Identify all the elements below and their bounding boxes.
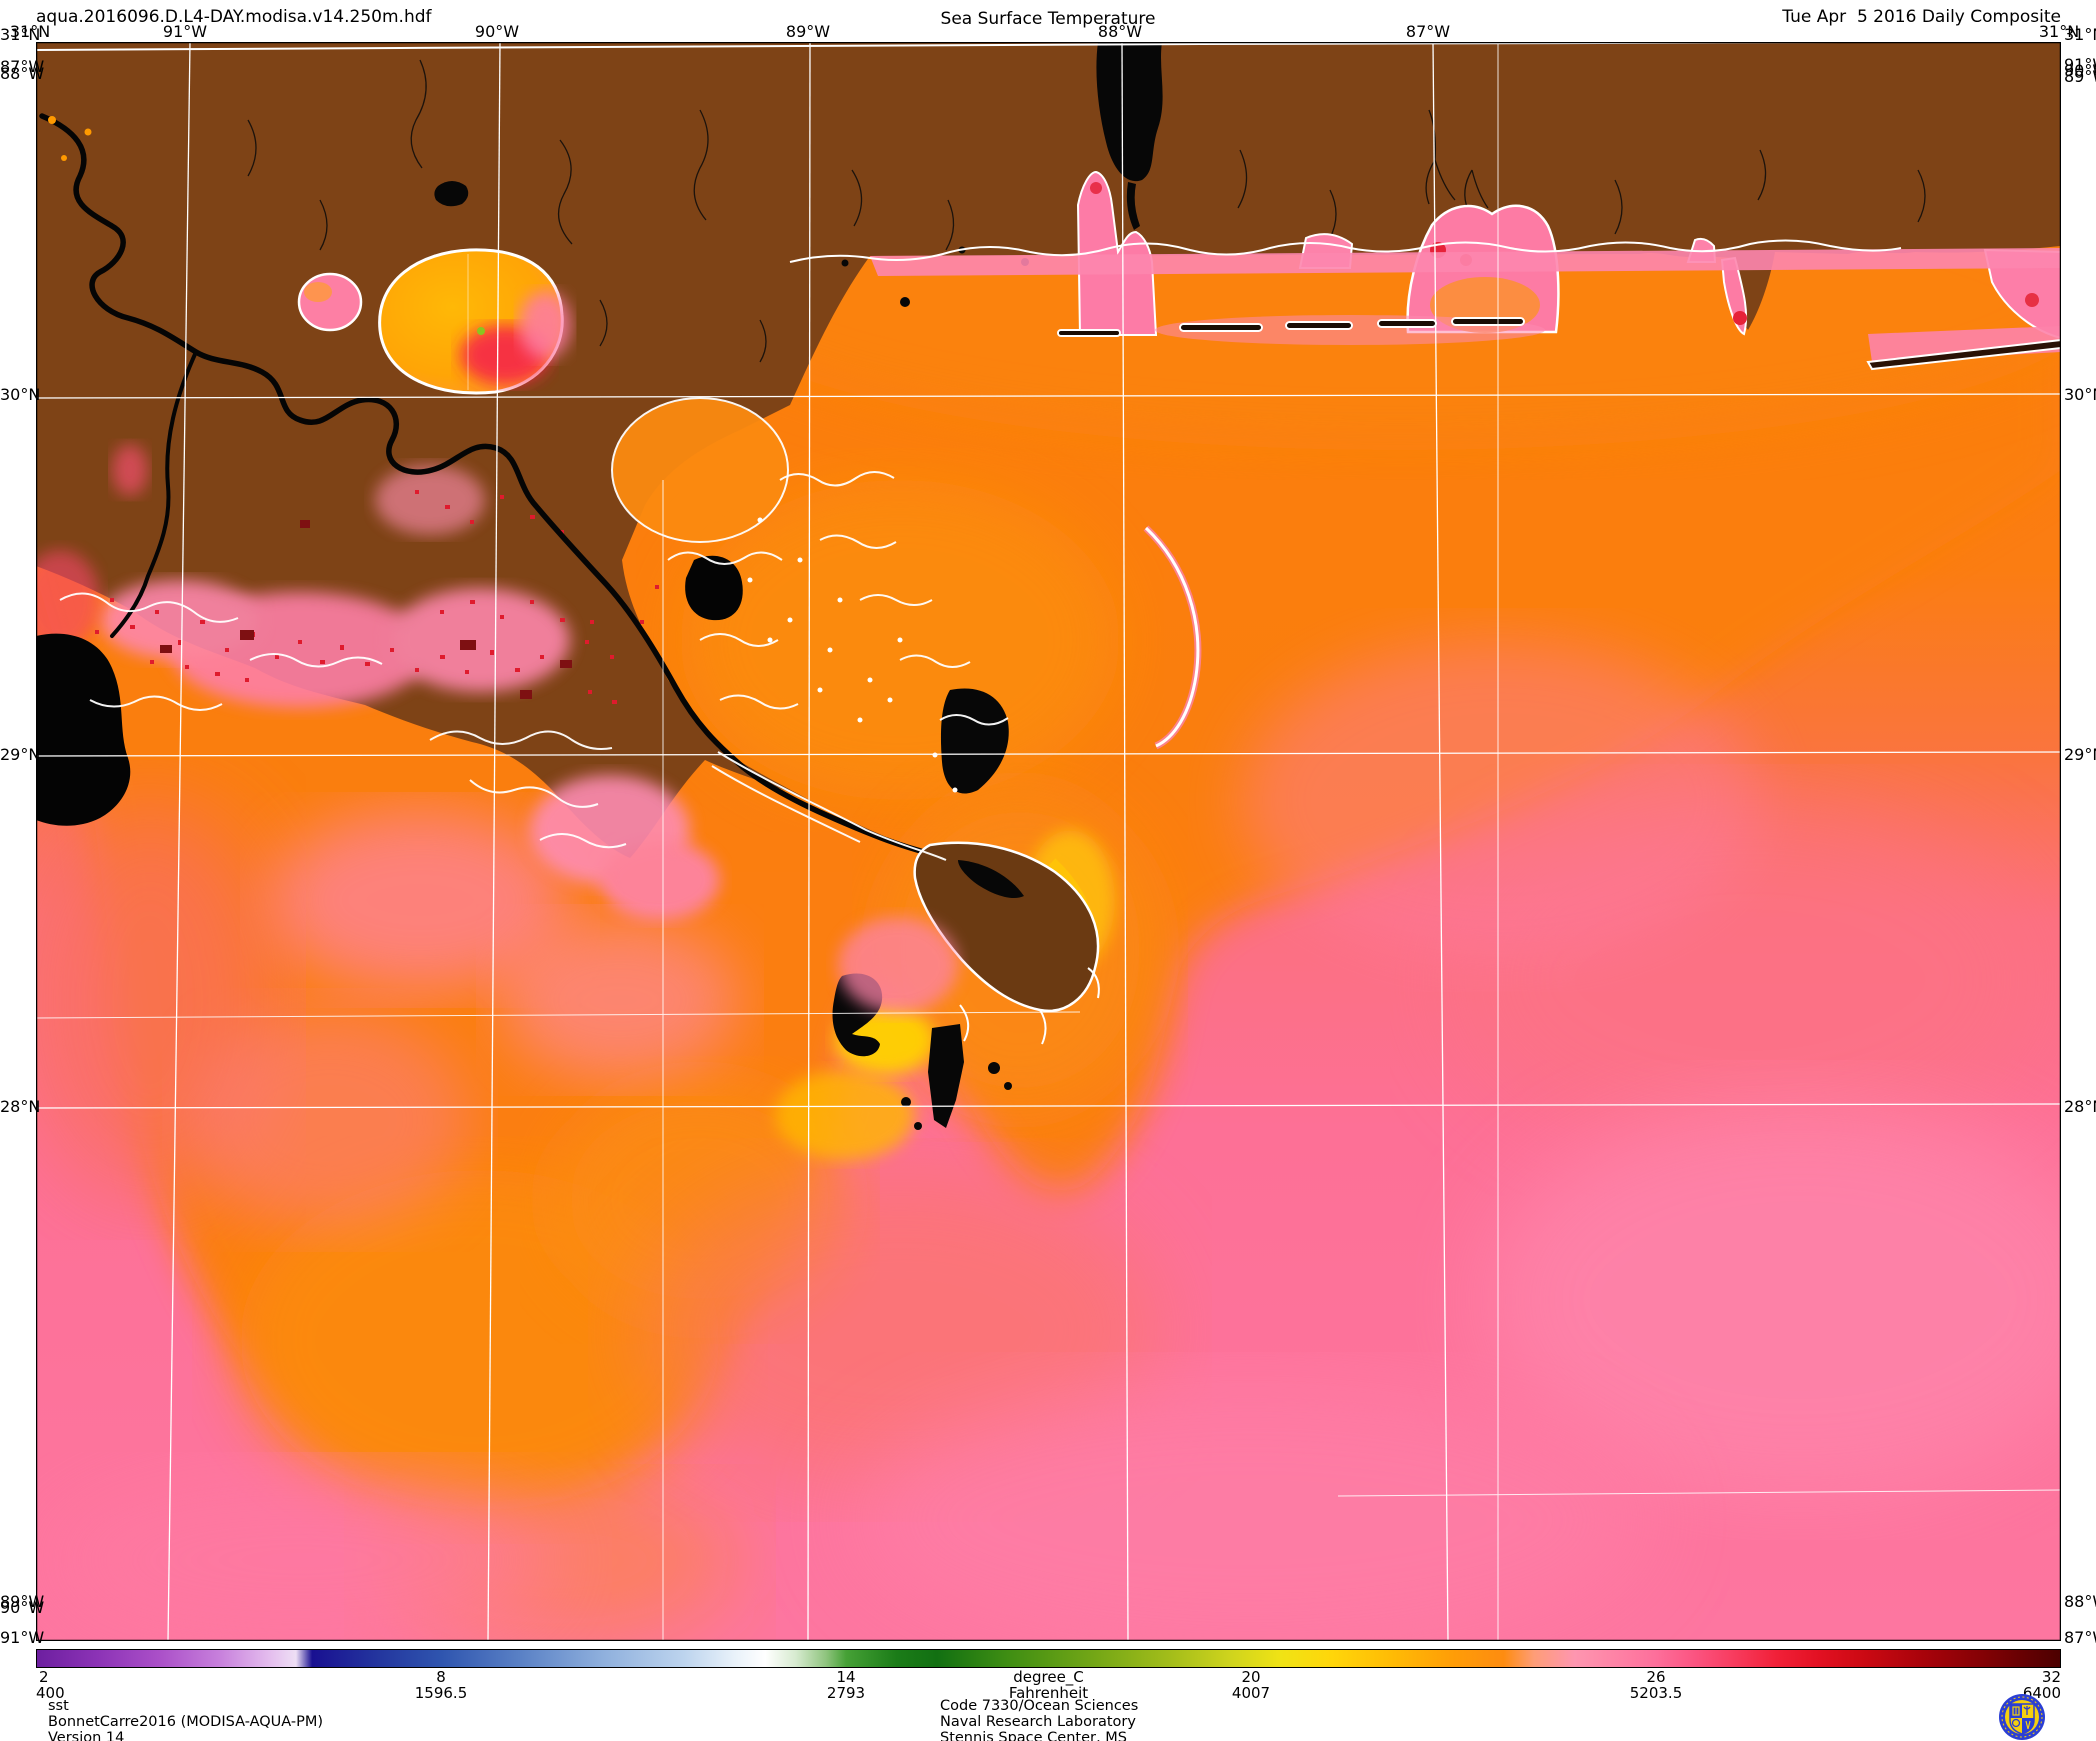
axis-left-90w: 90°W bbox=[0, 1598, 45, 1617]
bird-foot-delta bbox=[832, 688, 1100, 1130]
tick-c-14: 14 bbox=[836, 1668, 856, 1686]
marsh-shorelines bbox=[59, 471, 1009, 861]
marsh-lagoons bbox=[36, 444, 720, 920]
mississippi-river bbox=[39, 113, 947, 861]
graticule bbox=[36, 42, 2061, 1641]
header-filename: aqua.2016096.D.L4-DAY.modisa.v14.250m.hd… bbox=[36, 7, 432, 27]
axis-top-88w: 88°W bbox=[1097, 22, 1143, 41]
lake-borgne bbox=[611, 397, 789, 543]
credit-code: Code 7330/Ocean Sciences bbox=[940, 1698, 1139, 1714]
colorbar-unit-celsius: degree_C bbox=[1013, 1668, 1084, 1686]
colorbar-unit-fahrenheit: Fahrenheit bbox=[1008, 1684, 1089, 1702]
axis-right-90w: 90°W bbox=[2064, 61, 2096, 80]
marsh-speckle bbox=[95, 490, 659, 704]
axis-left-29n: 29°N bbox=[0, 745, 41, 764]
axis-top-91w: 91°W bbox=[162, 22, 208, 41]
tick-c-8: 8 bbox=[436, 1668, 446, 1686]
bay-east bbox=[1720, 256, 1748, 336]
credit-center: Stennis Space Center, MS bbox=[940, 1730, 1127, 1741]
tick-f-2793: 2793 bbox=[826, 1684, 866, 1702]
page-title: Sea Surface Temperature bbox=[940, 9, 1156, 29]
axis-top-87w: 87°W bbox=[1405, 22, 1451, 41]
barrier-spit-east bbox=[1866, 326, 2061, 371]
axis-left-91w: 91°W bbox=[0, 1628, 45, 1647]
tick-f-5203: 5203.5 bbox=[1629, 1684, 1683, 1702]
colorbar-celsius-row: 2 8 14 degree_C 20 26 32 bbox=[36, 1668, 2061, 1686]
axis-right-88w: 88°W bbox=[2064, 1592, 2096, 1611]
sst-map bbox=[36, 42, 2061, 1641]
nrl-logo bbox=[1999, 1694, 2045, 1740]
axis-left-31n: 31°N bbox=[0, 25, 41, 44]
coastline-top bbox=[789, 239, 1902, 263]
tick-c-26: 26 bbox=[1646, 1668, 1666, 1686]
chandeleur-arc bbox=[1143, 525, 1202, 750]
tick-c-2: 2 bbox=[39, 1668, 49, 1686]
axis-right-28n: 28°N bbox=[2064, 1097, 2096, 1116]
colorbar-second-row: 400 1596.5 2793 Fahrenheit 4007 5203.5 6… bbox=[36, 1684, 2061, 1702]
axis-right-29n: 29°N bbox=[2064, 745, 2096, 764]
water-pink-structure bbox=[36, 640, 2061, 1641]
product-name: sst bbox=[48, 1698, 69, 1714]
river-warm-spots bbox=[48, 116, 92, 161]
axis-right-89w: 89°W bbox=[2064, 67, 2096, 86]
barrier-islands bbox=[1057, 315, 2061, 371]
axis-right-91w: 91°W bbox=[2064, 55, 2096, 74]
lake-pontchartrain bbox=[378, 248, 571, 395]
marsh-speckle-dark bbox=[160, 520, 572, 699]
nearshore-band bbox=[870, 248, 2061, 276]
sst-colorbar bbox=[36, 1649, 2061, 1668]
axis-top-90w: 90°W bbox=[474, 22, 520, 41]
axis-top-lat-left: 31°N bbox=[9, 22, 51, 41]
lake-maurepas bbox=[297, 272, 485, 335]
tick-f-1596: 1596.5 bbox=[414, 1684, 468, 1702]
nrl-shield bbox=[2009, 1703, 2035, 1735]
swath-seams bbox=[36, 42, 2061, 1641]
axis-left-88w: 88°W bbox=[0, 64, 45, 83]
tick-f-400: 400 bbox=[36, 1684, 65, 1702]
map-frame bbox=[36, 42, 2061, 1641]
axis-left-30n: 30°N bbox=[0, 385, 41, 404]
product-project: BonnetCarre2016 (MODISA-AQUA-PM) bbox=[48, 1714, 324, 1730]
tick-c-32: 32 bbox=[2041, 1668, 2061, 1686]
axis-top-89w: 89°W bbox=[785, 22, 831, 41]
header-date: Tue Apr 5 2016 Daily Composite bbox=[1782, 7, 2061, 27]
tick-f-4007: 4007 bbox=[1231, 1684, 1271, 1702]
no-data-patches-water bbox=[36, 555, 743, 826]
axis-top-lat-right: 31°N bbox=[2038, 22, 2080, 41]
credit-lab: Naval Research Laboratory bbox=[940, 1714, 1136, 1730]
land-streams bbox=[247, 59, 1926, 363]
bay-west bbox=[1076, 170, 1158, 336]
tick-c-20: 20 bbox=[1241, 1668, 1261, 1686]
no-data-patches-land bbox=[434, 42, 1163, 307]
axis-right-31n: 31°N bbox=[2064, 25, 2096, 44]
axis-left-28n: 28°N bbox=[0, 1097, 41, 1116]
product-version: Version 14 bbox=[48, 1730, 125, 1741]
marsh-lace-dots bbox=[747, 517, 958, 793]
axis-right-30n: 30°N bbox=[2064, 385, 2096, 404]
axis-right-87w: 87°W bbox=[2064, 1628, 2096, 1647]
